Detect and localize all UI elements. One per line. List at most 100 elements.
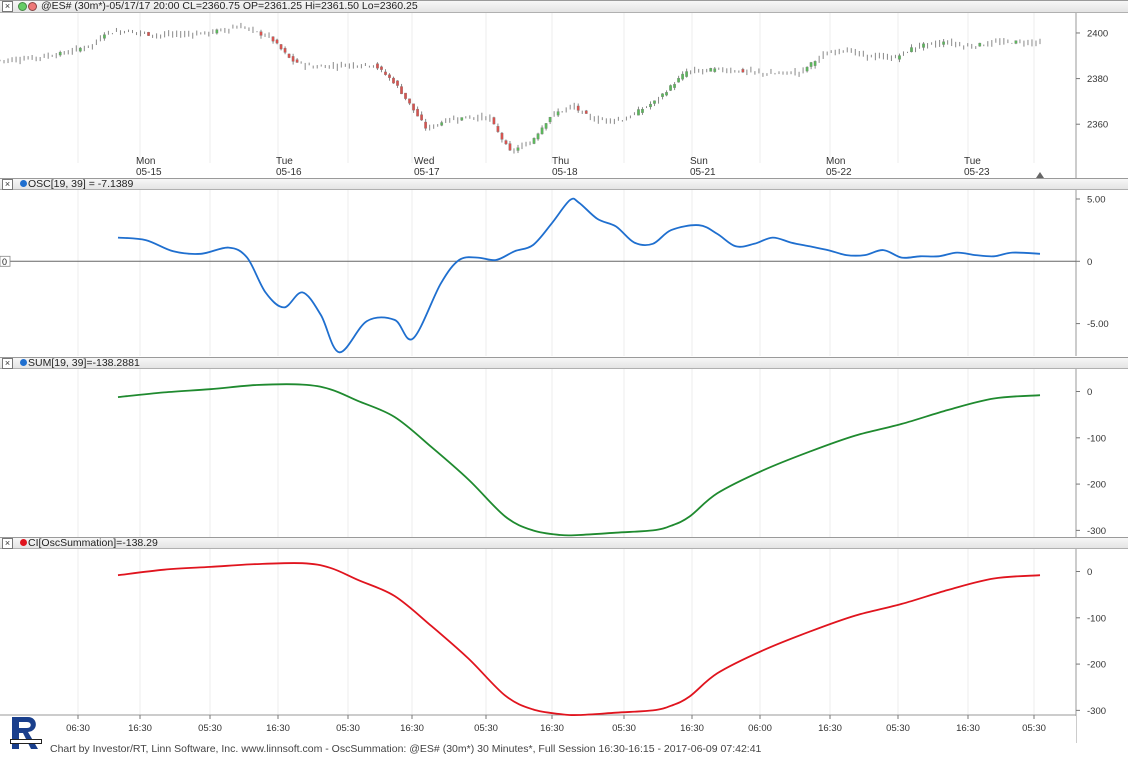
price-candle: [641, 108, 644, 113]
x-tick-label: 16:30: [128, 723, 152, 734]
price-candle: [147, 32, 150, 36]
date-label: 05-18: [552, 167, 578, 178]
date-label: 05-22: [826, 167, 852, 178]
price-candle: [283, 48, 287, 53]
price-candle: [584, 110, 588, 114]
price-candle: [544, 123, 548, 129]
date-label: 05-17: [414, 167, 440, 178]
price-candle: [279, 44, 283, 50]
price-candle: [275, 39, 279, 44]
ci-pane: × CI[OscSummation]=-138.29 A 0-100-200-3…: [0, 537, 1128, 743]
x-tick-label: 05:30: [198, 723, 222, 734]
price-candle: [392, 77, 395, 84]
y-tick-label: 2380: [1087, 74, 1108, 85]
day-label: Sun: [690, 156, 708, 167]
price-candle: [103, 34, 106, 39]
price-candle: [500, 132, 504, 140]
price-candle: [508, 143, 512, 151]
ci-title-bar: × CI[OscSummation]=-138.29: [0, 537, 1128, 549]
osc-title: OSC[19, 39] = -7.1389: [28, 178, 134, 190]
sum-title: SUM[19, 39]=-138.2881: [28, 357, 140, 369]
y-tick-label: 2400: [1087, 28, 1108, 39]
close-pane-button[interactable]: ×: [2, 179, 13, 190]
x-tick-label: 16:30: [400, 723, 424, 734]
price-candle: [978, 42, 982, 47]
price-candle: [215, 29, 219, 34]
price-candle: [460, 117, 464, 121]
price-title-bar: × @ES# (30m*)-05/17/17 20:00 CL=2360.75 …: [0, 0, 1128, 13]
price-candle: [380, 66, 383, 70]
price-chart: 236023802400Mon05-15Tue05-16Wed05-17Thu0…: [0, 13, 1128, 178]
day-label: Mon: [826, 156, 845, 167]
close-pane-button[interactable]: ×: [2, 538, 13, 549]
x-tick-label: 06:00: [748, 723, 772, 734]
osc-chart: 5.00 0 -5.00 0: [0, 190, 1128, 356]
y-tick-label: -5.00: [1087, 319, 1109, 330]
x-tick-label: 05:30: [336, 723, 360, 734]
x-tick-label: 16:30: [540, 723, 564, 734]
day-label: Mon: [136, 156, 155, 167]
red-dot-icon: [20, 539, 27, 546]
y-tick-label: -200: [1087, 660, 1106, 671]
plot-area: [0, 549, 1076, 743]
price-candle: [540, 127, 544, 135]
price-candle: [576, 105, 580, 111]
price-candle: [287, 53, 291, 58]
price-candle: [504, 140, 508, 145]
price-candle: [58, 52, 62, 56]
price-candle: [637, 109, 640, 116]
price-candle: [492, 117, 496, 125]
price-candle: [1014, 40, 1018, 44]
ci-series-line: [117, 562, 1041, 716]
plot-area: [0, 369, 1076, 537]
y-axis-area: [1077, 190, 1128, 356]
price-candle: [408, 98, 411, 104]
price-candle: [669, 85, 672, 91]
price-candle: [813, 61, 817, 66]
y-tick-label: 0: [1087, 257, 1092, 268]
blue-dot-icon: [20, 180, 27, 187]
price-candle: [548, 116, 552, 123]
sum-pane: × SUM[19, 39]=-138.2881 A 0-100-200-300: [0, 357, 1128, 537]
x-tick-label: 05:30: [474, 723, 498, 734]
x-tick-label: 05:30: [612, 723, 636, 734]
x-tick-label: 16:30: [680, 723, 704, 734]
price-candle: [898, 55, 901, 60]
price-candle: [396, 80, 399, 86]
price-candle: [910, 47, 913, 53]
date-label: 05-23: [964, 167, 990, 178]
y-tick-label: -100: [1087, 433, 1106, 444]
sum-title-bar: × SUM[19, 39]=-138.2881: [0, 357, 1128, 369]
y-axis-area: [1077, 369, 1128, 537]
price-candle: [685, 71, 688, 77]
price-candle: [741, 69, 745, 73]
day-label: Tue: [964, 156, 981, 167]
blue-dot-icon: [20, 359, 27, 366]
price-candle: [440, 122, 444, 126]
date-label: 05-21: [690, 167, 716, 178]
price-candle: [673, 84, 676, 88]
price-candle: [376, 63, 379, 69]
price-candle: [536, 133, 540, 140]
zero-label: 0: [2, 257, 7, 267]
price-title: @ES# (30m*)-05/17/17 20:00 CL=2360.75 OP…: [41, 0, 418, 12]
price-candle: [400, 86, 403, 95]
investor-rt-logo: [10, 717, 42, 749]
price-candle: [805, 66, 809, 72]
day-label: Thu: [552, 156, 569, 167]
close-pane-button[interactable]: ×: [2, 1, 13, 12]
y-tick-label: -300: [1087, 526, 1106, 537]
close-pane-button[interactable]: ×: [2, 358, 13, 369]
x-tick-label: 05:30: [1022, 723, 1046, 734]
price-candle: [424, 121, 427, 129]
price-candle: [388, 74, 391, 78]
x-tick-label: 05:30: [886, 723, 910, 734]
price-candle: [677, 78, 680, 83]
price-candle: [496, 126, 500, 132]
price-candle: [681, 73, 684, 80]
osc-title-bar: × OSC[19, 39] = -7.1389: [0, 178, 1128, 190]
price-candle: [713, 68, 717, 72]
osc-pane: × OSC[19, 39] = -7.1389 A 5.000-5.000: [0, 178, 1128, 356]
osc-series-line: [117, 197, 1041, 354]
day-label: Tue: [276, 156, 293, 167]
